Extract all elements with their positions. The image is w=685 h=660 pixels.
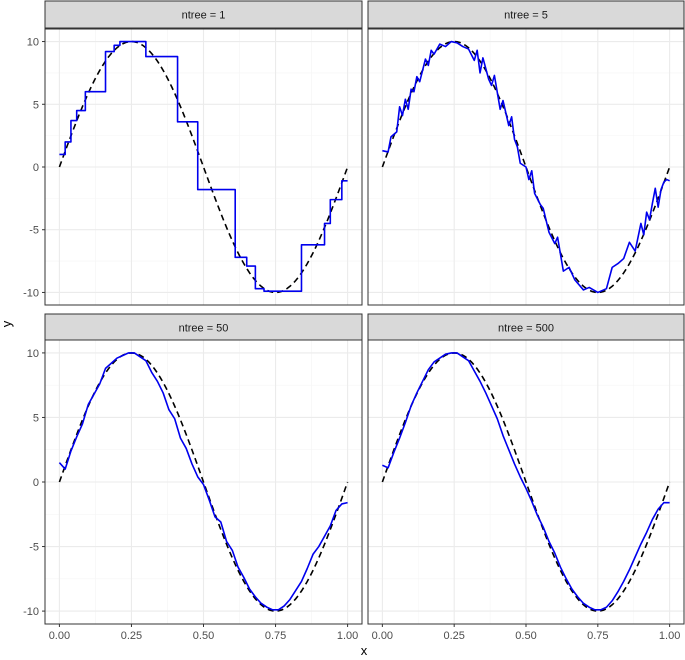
y-tick-label: -5 [29,542,39,554]
x-tick-label: 0.50 [193,630,214,642]
x-tick-label: 0.25 [121,630,142,642]
y-tick-label: 0 [33,477,39,489]
x-tick-label: 0.50 [515,630,536,642]
y-axis-title: y [0,320,14,327]
facet-strip [44,0,363,29]
reference-curve-line [58,352,349,612]
y-tick-label: 5 [33,412,39,424]
facet-panel-2: ntree = 5 [367,0,685,306]
x-tick-label: 0.75 [587,630,608,642]
y-tick-label: 10 [27,348,39,360]
y-tick-label: 0 [33,162,39,174]
x-tick-label: 1.00 [659,630,680,642]
y-tick-label: -10 [23,287,39,299]
facet-panel-4: ntree = 500 0.00 0.25 0.50 0.75 1.00 [367,313,685,642]
prediction-series-line [382,352,670,611]
x-tick-label: 1.00 [337,630,358,642]
facet-strip-label: ntree = 1 [182,10,226,22]
prediction-series-line [58,352,348,611]
y-tick-label: 10 [27,37,39,49]
panel-border [367,28,685,306]
panels-layer: ntree = 1 -10 -5 0 5 10 ntree = 5 ntree = 50 -10… [23,0,685,642]
x-tick-label: 0.75 [265,630,286,642]
x-tick-label: 0.00 [49,630,70,642]
x-tick-label: 0.25 [443,630,464,642]
facet-strip-label: ntree = 500 [498,323,554,335]
prediction-series-line [382,40,670,294]
facet-strip-label: ntree = 50 [179,323,229,335]
reference-curve-line [381,352,671,612]
x-axis-title: x [361,643,368,658]
y-tick-label: -10 [23,606,39,618]
prediction-series-line [59,40,348,292]
y-tick-label: 5 [33,99,39,111]
facet-panel-3: ntree = 50 -10 -5 0 5 10 0.00 0.25 0.50 0.75 1.00 [23,313,363,642]
facet-strip [367,313,685,342]
facet-strip [367,0,685,29]
facet-strip-label: ntree = 5 [504,10,548,22]
y-tick-label: -5 [29,225,39,237]
facet-panel-1: ntree = 1 -10 -5 0 5 10 [23,0,363,306]
x-tick-label: 0.00 [372,630,393,642]
facet-strip [44,313,363,342]
